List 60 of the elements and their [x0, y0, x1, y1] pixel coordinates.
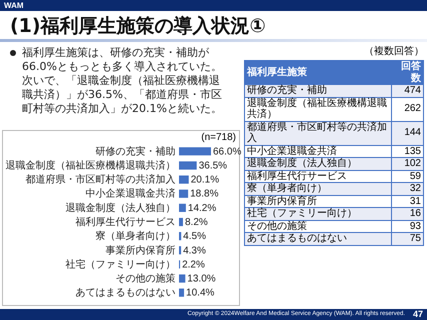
category-label: 退職金制度（法人独自）: [244, 158, 392, 170]
category-label: 中小企業退職金共済: [244, 145, 392, 158]
data-label: 135: [391, 145, 424, 158]
data-label: 36.5%: [198, 160, 228, 172]
y-tick-label: 寮（単身者向け）: [96, 230, 176, 242]
y-tick-label: 事業所内保育所: [106, 244, 176, 256]
category-label: 福利厚生代行サービス: [244, 170, 392, 182]
data-label: 14.2%: [188, 202, 216, 214]
y-tick-label: その他の施策: [116, 272, 176, 285]
category-label: 寮（単身者向け）: [244, 182, 392, 195]
data-label: 474: [391, 84, 424, 97]
bar: [179, 176, 189, 184]
bar: [179, 288, 184, 297]
data-label: 93: [391, 220, 424, 232]
y-tick-label: 退職金制度（法人独自）: [66, 202, 176, 214]
y-tick-label: 研修の充実・補助: [96, 145, 176, 158]
text: (n=718): [201, 132, 236, 143]
category-label: 退職金制度（福祉医療機構退職共済）: [244, 97, 392, 121]
data-label: 2.2%: [182, 259, 205, 270]
data-label: 13.0%: [187, 274, 216, 285]
data-label: 75: [391, 232, 424, 245]
category-label: 都道府県・市区町村等の共済加入: [244, 121, 392, 145]
data-label: 59: [391, 170, 424, 182]
data-label: 4.5%: [183, 231, 206, 242]
text: WAM: [0, 0, 427, 11]
category-label: その他の施策: [244, 220, 392, 232]
bar: [179, 204, 186, 212]
text: 福利厚生施策: [244, 60, 392, 84]
y-tick-label: 都道府県・市区町村等の共済加入: [26, 174, 176, 186]
category-label: あてはまるものはない: [244, 232, 392, 245]
text: （複数回答）: [363, 44, 424, 58]
bar: [179, 190, 188, 198]
chart-title: (1)福利厚生施策の導入状況①: [10, 14, 266, 39]
y-tick-label: あてはまるものはない: [76, 288, 176, 299]
data-label: 66.0%: [213, 146, 242, 158]
category-label: 研修の充実・補助: [244, 84, 392, 97]
bar: [179, 274, 186, 283]
text: 47: [412, 309, 423, 320]
y-tick-label: 福利厚生代行サービス: [76, 216, 176, 228]
chart-subtitle: 福利厚生施策は、研修の充実・補助が66.0%ともっとも多く導入されていた。次いで、「退職金制度（福祉医療機構退職共済）」が36.5%、「都道府県・市区町村等の共済加入」が20.1%と続いた。: [22, 46, 223, 116]
data-label: 32: [391, 182, 424, 195]
data-label: 20.1%: [190, 174, 220, 186]
bar: [179, 218, 183, 226]
bar: [179, 147, 211, 156]
data-label: 10.4%: [186, 288, 215, 299]
category-label: 社宅（ファミリー向け）: [244, 208, 392, 220]
y-tick-label: 社宅（ファミリー向け）: [66, 258, 176, 270]
data-label: 18.8%: [190, 188, 219, 200]
text: 回答数: [391, 60, 424, 84]
data-label: 262: [391, 97, 424, 121]
bar: [179, 161, 197, 170]
y-tick-label: 退職金制度（福祉医療機構退職共済）: [6, 159, 176, 172]
data-label: 4.3%: [183, 245, 206, 256]
data-label: 144: [391, 121, 424, 145]
data-label: 16: [391, 208, 424, 220]
y-tick-label: 中小企業退職金共済: [86, 188, 176, 200]
category-label: 事業所内保育所: [244, 195, 392, 208]
data-label: 31: [391, 195, 424, 208]
data-label: 8.2%: [184, 217, 208, 228]
data-label: 102: [391, 158, 424, 170]
